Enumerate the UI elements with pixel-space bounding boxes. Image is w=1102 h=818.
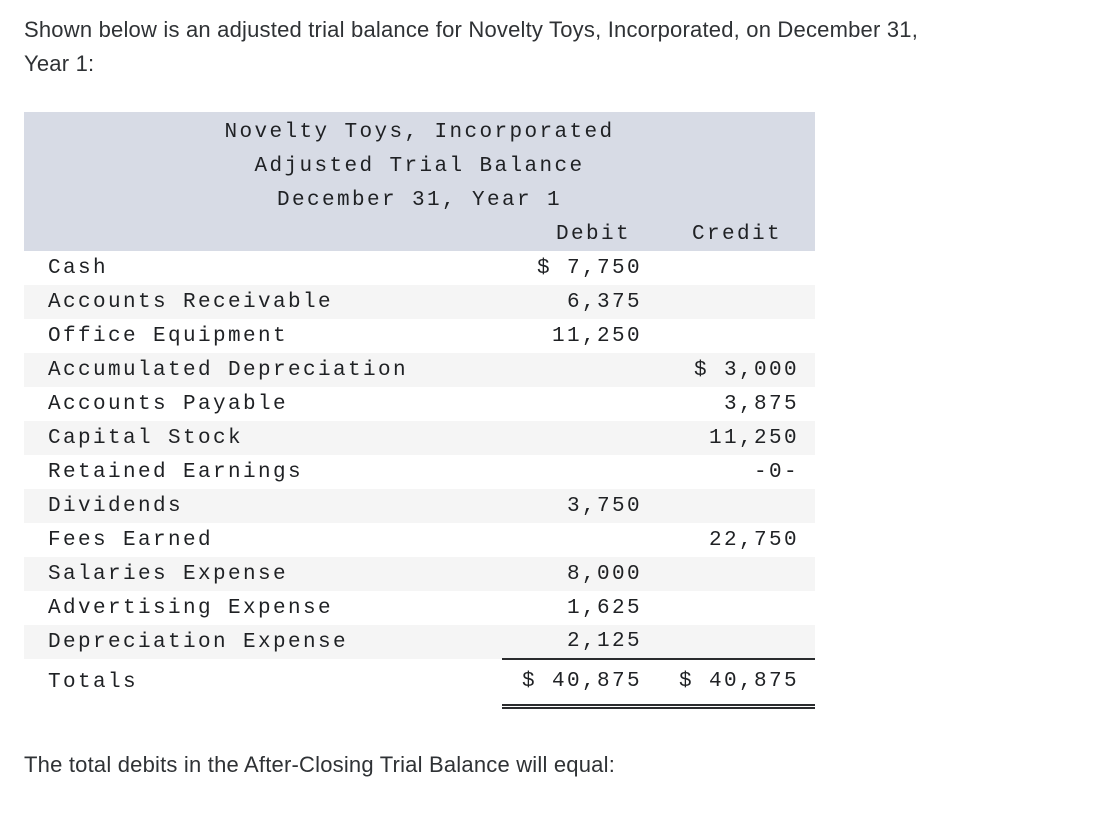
table-row: Accumulated Depreciation $ 3,000 <box>24 353 816 387</box>
account-name: Accounts Payable <box>48 392 289 416</box>
debit-amount: 3,750 <box>502 489 642 523</box>
totals-debit-amount: $ 40,875 <box>502 659 642 709</box>
company-name: Novelty Toys, Incorporated <box>24 112 816 149</box>
debit-amount <box>502 421 642 455</box>
account-name: Accumulated Depreciation <box>24 353 502 387</box>
table-footer: Totals $ 40,875 $ 40,875 <box>24 659 816 709</box>
question-intro: Shown below is an adjusted trial balance… <box>24 13 1078 81</box>
credit-amount: 22,750 <box>709 528 800 552</box>
credit-amount: 3,875 <box>724 392 800 416</box>
credit-amount <box>642 557 816 591</box>
account-name: Salaries Expense <box>24 557 502 591</box>
question-intro-line-2: Year 1: <box>24 51 95 76</box>
statement-title-row: Adjusted Trial Balance <box>24 149 816 183</box>
question-page: Shown below is an adjusted trial balance… <box>24 13 1078 777</box>
debit-amount <box>502 523 642 557</box>
question-intro-line-1: Shown below is an adjusted trial balance… <box>24 17 919 42</box>
credit-amount <box>642 319 815 353</box>
credit-amount <box>642 489 816 523</box>
table-header: Novelty Toys, Incorporated Adjusted Tria… <box>24 112 816 251</box>
debit-amount <box>502 353 642 387</box>
table-row: Salaries Expense 8,000 <box>24 557 816 591</box>
totals-row: Totals $ 40,875 $ 40,875 <box>24 659 816 709</box>
table-row: Fees Earned 22,750 <box>24 523 815 557</box>
question-prompt: The total debits in the After-Closing Tr… <box>24 751 616 777</box>
totals-label: Totals <box>48 671 139 694</box>
column-header-row: Debit Credit <box>24 217 816 251</box>
table-row: Cash $ 7,750 <box>24 251 815 285</box>
table-row: Retained Earnings -0- <box>24 455 815 489</box>
account-name: Accounts Receivable <box>24 285 502 319</box>
account-name: Cash <box>48 256 109 280</box>
account-name: Fees Earned <box>48 528 214 552</box>
statement-date: December 31, Year 1 <box>24 183 816 217</box>
account-name: Retained Earnings <box>48 460 304 484</box>
account-name: Office Equipment <box>48 324 289 348</box>
table-row: Accounts Payable 3,875 <box>24 387 815 421</box>
company-name-row: Novelty Toys, Incorporated <box>24 112 816 149</box>
credit-amount <box>642 251 815 285</box>
table-row: Office Equipment 11,250 <box>24 319 815 353</box>
credit-amount <box>642 625 816 660</box>
debit-amount: $ 7,750 <box>536 256 642 280</box>
debit-amount <box>502 387 642 421</box>
debit-amount: 6,375 <box>502 285 642 319</box>
table-body: Cash $ 7,750 Accounts Receivable 6,375 O… <box>24 251 816 660</box>
debit-amount <box>502 455 642 489</box>
debit-amount: 2,125 <box>502 625 642 660</box>
table-row: Capital Stock 11,250 <box>24 421 816 455</box>
account-name: Advertising Expense <box>48 596 334 620</box>
table-row: Dividends 3,750 <box>24 489 816 523</box>
credit-column-header: Credit <box>642 217 816 251</box>
debit-amount: 8,000 <box>502 557 642 591</box>
account-column-header <box>24 217 502 251</box>
credit-amount: 11,250 <box>642 421 816 455</box>
trial-balance-table: Novelty Toys, Incorporated Adjusted Tria… <box>24 112 816 709</box>
debit-amount: 1,625 <box>566 596 642 620</box>
debit-column-header: Debit <box>502 217 642 251</box>
statement-title: Adjusted Trial Balance <box>24 149 816 183</box>
credit-amount <box>642 591 815 625</box>
credit-amount <box>642 285 816 319</box>
account-name: Dividends <box>24 489 502 523</box>
credit-amount: -0- <box>754 460 800 484</box>
debit-amount: 11,250 <box>551 324 642 348</box>
table-row: Depreciation Expense 2,125 <box>24 625 816 660</box>
credit-amount: $ 3,000 <box>642 353 816 387</box>
statement-date-row: December 31, Year 1 <box>24 183 816 217</box>
account-name: Depreciation Expense <box>24 625 502 659</box>
totals-credit-amount: $ 40,875 <box>642 659 816 709</box>
table-row: Accounts Receivable 6,375 <box>24 285 816 319</box>
account-name: Capital Stock <box>24 421 502 455</box>
table-row: Advertising Expense 1,625 <box>24 591 815 625</box>
